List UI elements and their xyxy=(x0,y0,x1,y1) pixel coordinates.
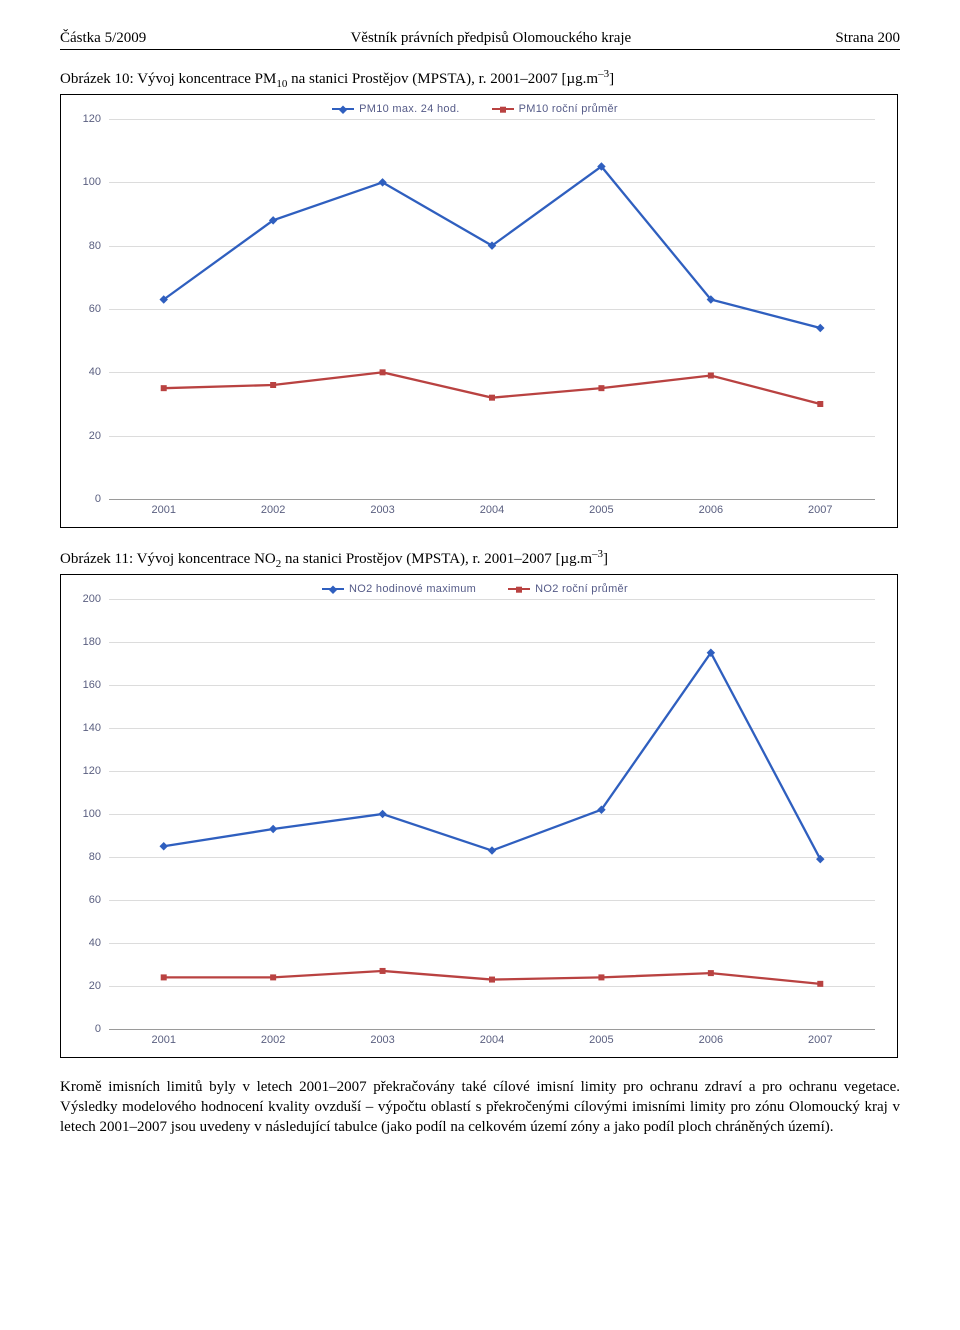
x-tick-label: 2002 xyxy=(261,1029,285,1046)
legend-marker xyxy=(332,108,354,110)
x-tick-label: 2005 xyxy=(589,499,613,516)
y-tick-label: 20 xyxy=(89,980,109,992)
x-tick-label: 2002 xyxy=(261,499,285,516)
figure2-legend: NO2 hodinové maximum NO2 roční průměr xyxy=(71,581,879,595)
y-tick-label: 40 xyxy=(89,366,109,378)
x-tick-label: 2007 xyxy=(808,499,832,516)
y-tick-label: 140 xyxy=(83,722,109,734)
header-left: Částka 5/2009 xyxy=(60,30,146,47)
figure2-chart: NO2 hodinové maximumNO2 roční průměr 020… xyxy=(60,574,898,1058)
y-tick-label: 60 xyxy=(89,303,109,315)
figure1-legend: PM10 max. 24 hod. PM10 roční průměr xyxy=(71,101,879,115)
legend-item: NO2 roční průměr xyxy=(508,583,628,595)
y-tick-label: 160 xyxy=(83,679,109,691)
series-marker xyxy=(269,825,277,833)
header-center: Věstník právních předpisů Olomouckého kr… xyxy=(350,30,631,47)
y-tick-label: 20 xyxy=(89,430,109,442)
figure1-caption-pre: Obrázek 10: Vývoj koncentrace PM xyxy=(60,71,276,87)
figure2-plot: 0204060801001201401601802002001200220032… xyxy=(109,599,875,1029)
y-tick-label: 80 xyxy=(89,851,109,863)
y-tick-label: 0 xyxy=(95,493,109,505)
page-header: Částka 5/2009 Věstník právních předpisů … xyxy=(60,30,900,50)
figure1-caption-post: ] xyxy=(609,71,614,87)
y-tick-label: 80 xyxy=(89,240,109,252)
x-tick-label: 2001 xyxy=(151,499,175,516)
x-tick-label: 2005 xyxy=(589,1029,613,1046)
y-tick-label: 100 xyxy=(83,808,109,820)
figure1-plot: 0204060801001202001200220032004200520062… xyxy=(109,119,875,499)
y-tick-label: 60 xyxy=(89,894,109,906)
y-tick-label: 200 xyxy=(83,593,109,605)
series-marker xyxy=(380,369,386,375)
x-tick-label: 2003 xyxy=(370,1029,394,1046)
figure2-caption-post: ] xyxy=(603,551,608,567)
series-marker xyxy=(489,395,495,401)
y-tick-label: 0 xyxy=(95,1023,109,1035)
series-marker xyxy=(816,324,824,332)
series-marker xyxy=(270,382,276,388)
x-tick-label: 2004 xyxy=(480,1029,504,1046)
chart-svg xyxy=(109,599,875,1029)
series-marker xyxy=(489,977,495,983)
header-right: Strana 200 xyxy=(835,30,900,47)
figure2-caption: Obrázek 11: Vývoj koncentrace NO2 na sta… xyxy=(60,548,900,570)
figure2-caption-sup: –3 xyxy=(592,548,603,560)
series-marker xyxy=(159,842,167,850)
y-tick-label: 100 xyxy=(83,176,109,188)
series-marker xyxy=(378,810,386,818)
series-marker xyxy=(598,385,604,391)
chart-svg xyxy=(109,119,875,499)
figure1-chart: PM10 max. 24 hod.PM10 roční průměr 02040… xyxy=(60,94,898,528)
x-tick-label: 2003 xyxy=(370,499,394,516)
series-marker xyxy=(817,401,823,407)
series-marker xyxy=(708,970,714,976)
legend-label: PM10 max. 24 hod. xyxy=(359,103,460,115)
figure2-caption-mid: na stanici Prostějov (MPSTA), r. 2001–20… xyxy=(281,551,592,567)
series-marker xyxy=(816,855,824,863)
figure1-caption-mid: na stanici Prostějov (MPSTA), r. 2001–20… xyxy=(287,71,598,87)
series-marker xyxy=(380,968,386,974)
series-marker xyxy=(270,974,276,980)
series-marker xyxy=(161,974,167,980)
x-tick-label: 2001 xyxy=(151,1029,175,1046)
figure2-caption-pre: Obrázek 11: Vývoj koncentrace NO xyxy=(60,551,276,567)
y-tick-label: 120 xyxy=(83,765,109,777)
legend-label: NO2 roční průměr xyxy=(535,583,628,595)
legend-marker xyxy=(508,588,530,590)
series-marker xyxy=(817,981,823,987)
x-tick-label: 2006 xyxy=(699,499,723,516)
x-tick-label: 2006 xyxy=(699,1029,723,1046)
legend-item: PM10 roční průměr xyxy=(492,103,618,115)
series-marker xyxy=(708,373,714,379)
legend-marker xyxy=(492,108,514,110)
y-tick-label: 40 xyxy=(89,937,109,949)
x-tick-label: 2007 xyxy=(808,1029,832,1046)
series-marker xyxy=(161,385,167,391)
y-tick-label: 180 xyxy=(83,636,109,648)
legend-item: NO2 hodinové maximum xyxy=(322,583,476,595)
figure1-caption-sub: 10 xyxy=(276,78,287,90)
figure1-caption: Obrázek 10: Vývoj koncentrace PM10 na st… xyxy=(60,68,900,90)
x-tick-label: 2004 xyxy=(480,499,504,516)
body-paragraph: Kromě imisních limitů byly v letech 2001… xyxy=(60,1078,900,1137)
legend-label: NO2 hodinové maximum xyxy=(349,583,476,595)
y-tick-label: 120 xyxy=(83,113,109,125)
legend-label: PM10 roční průměr xyxy=(519,103,618,115)
figure1-caption-sup: –3 xyxy=(598,68,609,80)
series-line xyxy=(164,653,821,859)
legend-item: PM10 max. 24 hod. xyxy=(332,103,460,115)
series-marker xyxy=(488,846,496,854)
series-marker xyxy=(598,974,604,980)
legend-marker xyxy=(322,588,344,590)
